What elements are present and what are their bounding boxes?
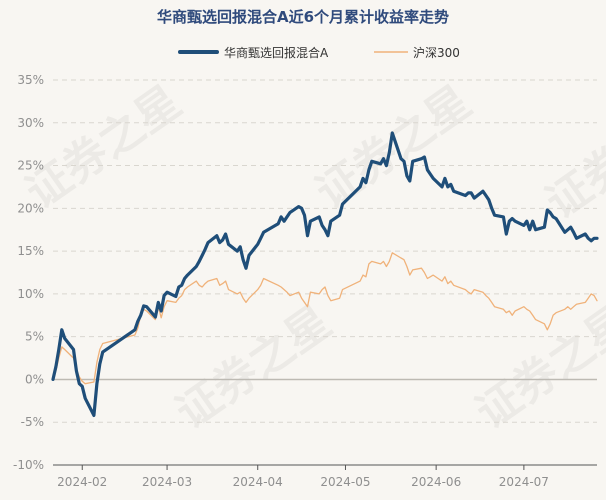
series-line-fund [51, 131, 599, 417]
y-tick-label: 15% [17, 244, 44, 258]
watermark-layer: 证券之星证券之星证券之星证券之星证券之星 [17, 76, 606, 439]
x-tick-label: 2024-04 [233, 475, 283, 489]
x-tick-label: 2024-07 [499, 475, 549, 489]
x-axis: 2024-02 2024-03 2024-04 2024-05 2024-06 2024-… [53, 464, 597, 489]
y-tick-label: 10% [17, 287, 44, 301]
y-axis-ticks: -10% -5% 0% 5% 10% 15% 20% 25% 30% 35% [13, 73, 44, 472]
y-tick-label: -10% [13, 458, 44, 472]
watermark-text: 证券之星 [17, 76, 190, 219]
y-tick-label: 30% [17, 116, 44, 130]
y-tick-label: 25% [17, 159, 44, 173]
y-tick-label: 0% [25, 372, 44, 386]
series-line-hs300 [52, 252, 598, 385]
y-tick-label: -5% [21, 415, 44, 429]
series-layer [51, 131, 599, 417]
x-tick-label: 2024-02 [57, 475, 107, 489]
watermark-text: 证券之星 [167, 296, 340, 439]
y-tick-label: 35% [17, 73, 44, 87]
legend-label-fund: 华商甄选回报混合A [224, 45, 329, 60]
y-tick-label: 5% [25, 330, 44, 344]
x-tick-label: 2024-06 [411, 475, 461, 489]
y-tick-label: 20% [17, 201, 44, 215]
legend: 华商甄选回报混合A 沪深300 [178, 45, 460, 60]
watermark-text: 证券之星 [307, 76, 480, 219]
watermark-text: 证券之星 [467, 296, 606, 439]
x-tick-label: 2024-03 [142, 475, 192, 489]
x-tick-label: 2024-05 [320, 475, 370, 489]
watermark-text: 证券之星 [537, 86, 606, 229]
legend-label-hs300: 沪深300 [413, 46, 460, 60]
chart-title: 华商甄选回报混合A近6个月累计收益率走势 [157, 8, 449, 26]
